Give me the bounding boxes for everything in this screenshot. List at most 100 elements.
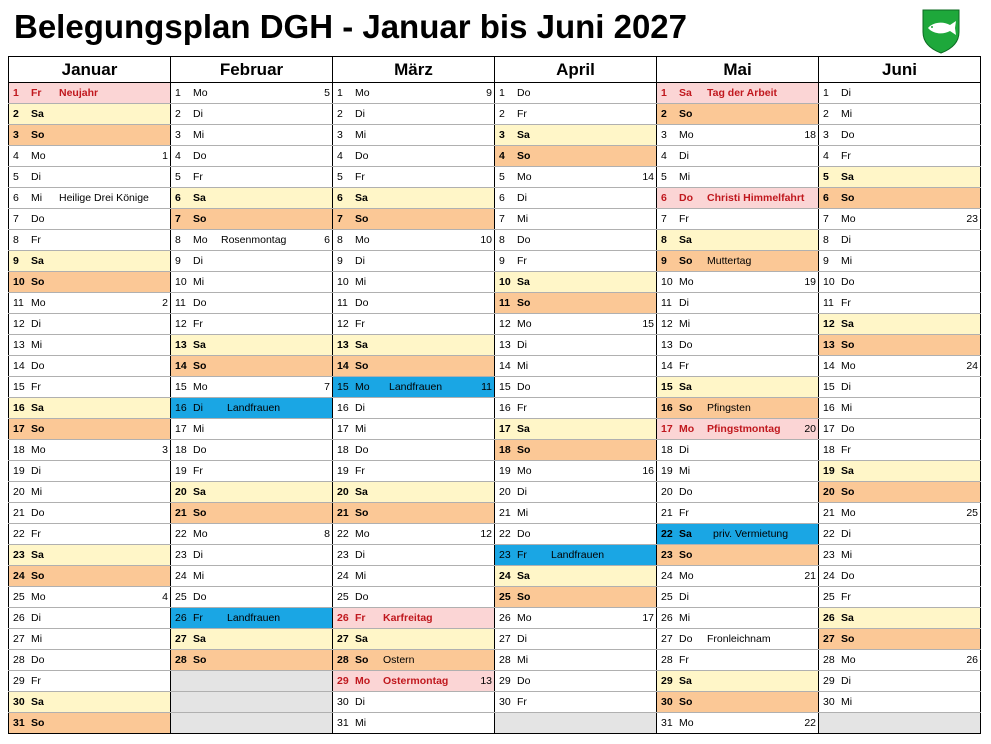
day-cell[interactable]: 9 So Muttertag	[656, 250, 819, 272]
day-cell[interactable]: 25 Mo 4	[8, 586, 171, 608]
day-cell[interactable]: 15 Fr	[8, 376, 171, 398]
day-cell[interactable]: 1 Sa Tag der Arbeit	[656, 82, 819, 104]
day-cell[interactable]: 11 Mo 2	[8, 292, 171, 314]
day-cell[interactable]: 28 Mo 26	[818, 649, 981, 671]
day-cell[interactable]: 2 Sa	[8, 103, 171, 125]
day-cell[interactable]: 14 Fr	[656, 355, 819, 377]
day-cell[interactable]: 29 Di	[818, 670, 981, 692]
day-cell[interactable]: 19 Mi	[656, 460, 819, 482]
day-cell[interactable]: 21 Mi	[494, 502, 657, 524]
day-cell[interactable]: 24 So	[8, 565, 171, 587]
day-cell[interactable]: 13 Mi	[8, 334, 171, 356]
day-cell[interactable]: 22 Fr	[8, 523, 171, 545]
day-cell[interactable]: 18 Mo 3	[8, 439, 171, 461]
day-cell[interactable]: 4 Di	[656, 145, 819, 167]
day-cell[interactable]: 26 Di	[8, 607, 171, 629]
day-cell[interactable]: 19 Sa	[818, 460, 981, 482]
day-cell[interactable]: 2 So	[656, 103, 819, 125]
day-cell[interactable]: 12 Mi	[656, 313, 819, 335]
day-cell[interactable]: 5 Sa	[818, 166, 981, 188]
day-cell[interactable]: 6 Sa	[332, 187, 495, 209]
day-cell[interactable]: 4 Fr	[818, 145, 981, 167]
day-cell[interactable]: 27 Do Fronleichnam	[656, 628, 819, 650]
day-cell[interactable]: 12 Fr	[332, 313, 495, 335]
day-cell[interactable]: 26 Sa	[818, 607, 981, 629]
day-cell[interactable]: 21 Mo 25	[818, 502, 981, 524]
day-cell[interactable]: 5 Di	[8, 166, 171, 188]
day-cell[interactable]: 14 Do	[8, 355, 171, 377]
day-cell[interactable]: 27 Mi	[8, 628, 171, 650]
day-cell[interactable]: 26 Mi	[656, 607, 819, 629]
day-cell[interactable]: 19 Mo 16	[494, 460, 657, 482]
day-cell[interactable]: 4 Do	[332, 145, 495, 167]
day-cell[interactable]: 27 Sa	[332, 628, 495, 650]
day-cell[interactable]: 16 Mi	[818, 397, 981, 419]
day-cell[interactable]: 9 Sa	[8, 250, 171, 272]
day-cell[interactable]: 24 Do	[818, 565, 981, 587]
day-cell[interactable]: 7 Mo 23	[818, 208, 981, 230]
day-cell[interactable]: 31 So	[8, 712, 171, 734]
day-cell[interactable]: 10 So	[8, 271, 171, 293]
day-cell[interactable]: 29 Fr	[8, 670, 171, 692]
day-cell[interactable]: 2 Di	[170, 103, 333, 125]
day-cell[interactable]: 6 So	[818, 187, 981, 209]
day-cell[interactable]: 10 Do	[818, 271, 981, 293]
day-cell[interactable]: 3 Mi	[170, 124, 333, 146]
day-cell[interactable]: 9 Di	[332, 250, 495, 272]
day-cell[interactable]: 23 Mi	[818, 544, 981, 566]
day-cell[interactable]: 5 Fr	[332, 166, 495, 188]
day-cell[interactable]: 30 Mi	[818, 691, 981, 713]
day-cell[interactable]: 9 Di	[170, 250, 333, 272]
day-cell[interactable]: 13 Do	[656, 334, 819, 356]
day-cell[interactable]: 20 Di	[494, 481, 657, 503]
day-cell[interactable]: 25 So	[494, 586, 657, 608]
day-cell[interactable]: 18 Do	[170, 439, 333, 461]
day-cell[interactable]: 26 Fr Landfrauen	[170, 607, 333, 629]
day-cell[interactable]: 24 Mi	[170, 565, 333, 587]
day-cell[interactable]: 8 Do	[494, 229, 657, 251]
day-cell[interactable]: 9 Mi	[818, 250, 981, 272]
day-cell[interactable]: 2 Mi	[818, 103, 981, 125]
day-cell[interactable]: 8 Sa	[656, 229, 819, 251]
day-cell[interactable]: 1 Fr Neujahr	[8, 82, 171, 104]
day-cell[interactable]: 23 So	[656, 544, 819, 566]
day-cell[interactable]: 28 So Ostern	[332, 649, 495, 671]
day-cell[interactable]: 29 Mo Ostermontag 13	[332, 670, 495, 692]
day-cell[interactable]: 13 So	[818, 334, 981, 356]
day-cell[interactable]: 15 Di	[818, 376, 981, 398]
day-cell[interactable]: 6 Do Christi Himmelfahrt	[656, 187, 819, 209]
day-cell[interactable]: 11 Do	[170, 292, 333, 314]
day-cell[interactable]: 26 Fr Karfreitag	[332, 607, 495, 629]
day-cell[interactable]: 1 Mo 9	[332, 82, 495, 104]
day-cell[interactable]: 18 Do	[332, 439, 495, 461]
day-cell[interactable]: 22 Mo 12	[332, 523, 495, 545]
day-cell[interactable]: 12 Mo 15	[494, 313, 657, 335]
day-cell[interactable]: 11 Do	[332, 292, 495, 314]
day-cell[interactable]: 3 Sa	[494, 124, 657, 146]
day-cell[interactable]: 8 Di	[818, 229, 981, 251]
day-cell[interactable]: 20 Sa	[170, 481, 333, 503]
day-cell[interactable]: 13 Sa	[170, 334, 333, 356]
day-cell[interactable]: 25 Do	[332, 586, 495, 608]
day-cell[interactable]: 5 Fr	[170, 166, 333, 188]
day-cell[interactable]: 18 Di	[656, 439, 819, 461]
day-cell[interactable]: 20 Mi	[8, 481, 171, 503]
day-cell[interactable]: 24 Sa	[494, 565, 657, 587]
day-cell[interactable]: 5 Mo 14	[494, 166, 657, 188]
day-cell[interactable]: 15 Mo 7	[170, 376, 333, 398]
day-cell[interactable]: 12 Sa	[818, 313, 981, 335]
day-cell[interactable]: 22 Mo 8	[170, 523, 333, 545]
day-cell[interactable]: 6 Sa	[170, 187, 333, 209]
day-cell[interactable]: 2 Fr	[494, 103, 657, 125]
day-cell[interactable]: 17 Mi	[332, 418, 495, 440]
day-cell[interactable]: 30 Di	[332, 691, 495, 713]
day-cell[interactable]: 27 Di	[494, 628, 657, 650]
day-cell[interactable]: 5 Mi	[656, 166, 819, 188]
day-cell[interactable]: 7 Mi	[494, 208, 657, 230]
day-cell[interactable]: 17 Mo Pfingstmontag 20	[656, 418, 819, 440]
day-cell[interactable]: 15 Mo Landfrauen 11	[332, 376, 495, 398]
day-cell[interactable]: 3 Do	[818, 124, 981, 146]
day-cell[interactable]: 9 Fr	[494, 250, 657, 272]
day-cell[interactable]: 14 So	[170, 355, 333, 377]
day-cell[interactable]: 11 So	[494, 292, 657, 314]
